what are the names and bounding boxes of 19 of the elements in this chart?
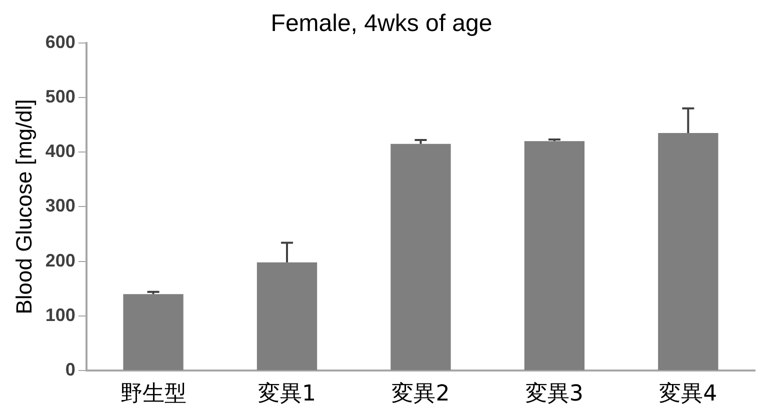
y-axis-title: Blood Glucose [mg/dl]	[11, 99, 36, 314]
y-tick-label: 400	[45, 141, 76, 162]
bar	[524, 141, 585, 370]
bar	[658, 132, 718, 370]
y-tick-label: 0	[65, 360, 76, 380]
y-tick-label: 200	[45, 250, 76, 270]
x-tick-label: 変異3	[525, 382, 584, 407]
y-tick-label: 300	[45, 196, 76, 216]
bar	[390, 144, 451, 370]
x-tick-label: 変異2	[392, 382, 450, 407]
y-tick-label: 500	[45, 86, 76, 106]
bar	[123, 294, 184, 370]
chart-title: Female, 4wks of age	[270, 10, 492, 38]
y-tick-label: 100	[45, 304, 76, 325]
bar	[256, 262, 318, 370]
x-tick-label: 野生型	[120, 382, 186, 407]
y-tick-label: 600	[45, 32, 76, 52]
x-tick-label: 変異1	[258, 382, 316, 407]
x-tick-label: 変異4	[659, 382, 718, 407]
